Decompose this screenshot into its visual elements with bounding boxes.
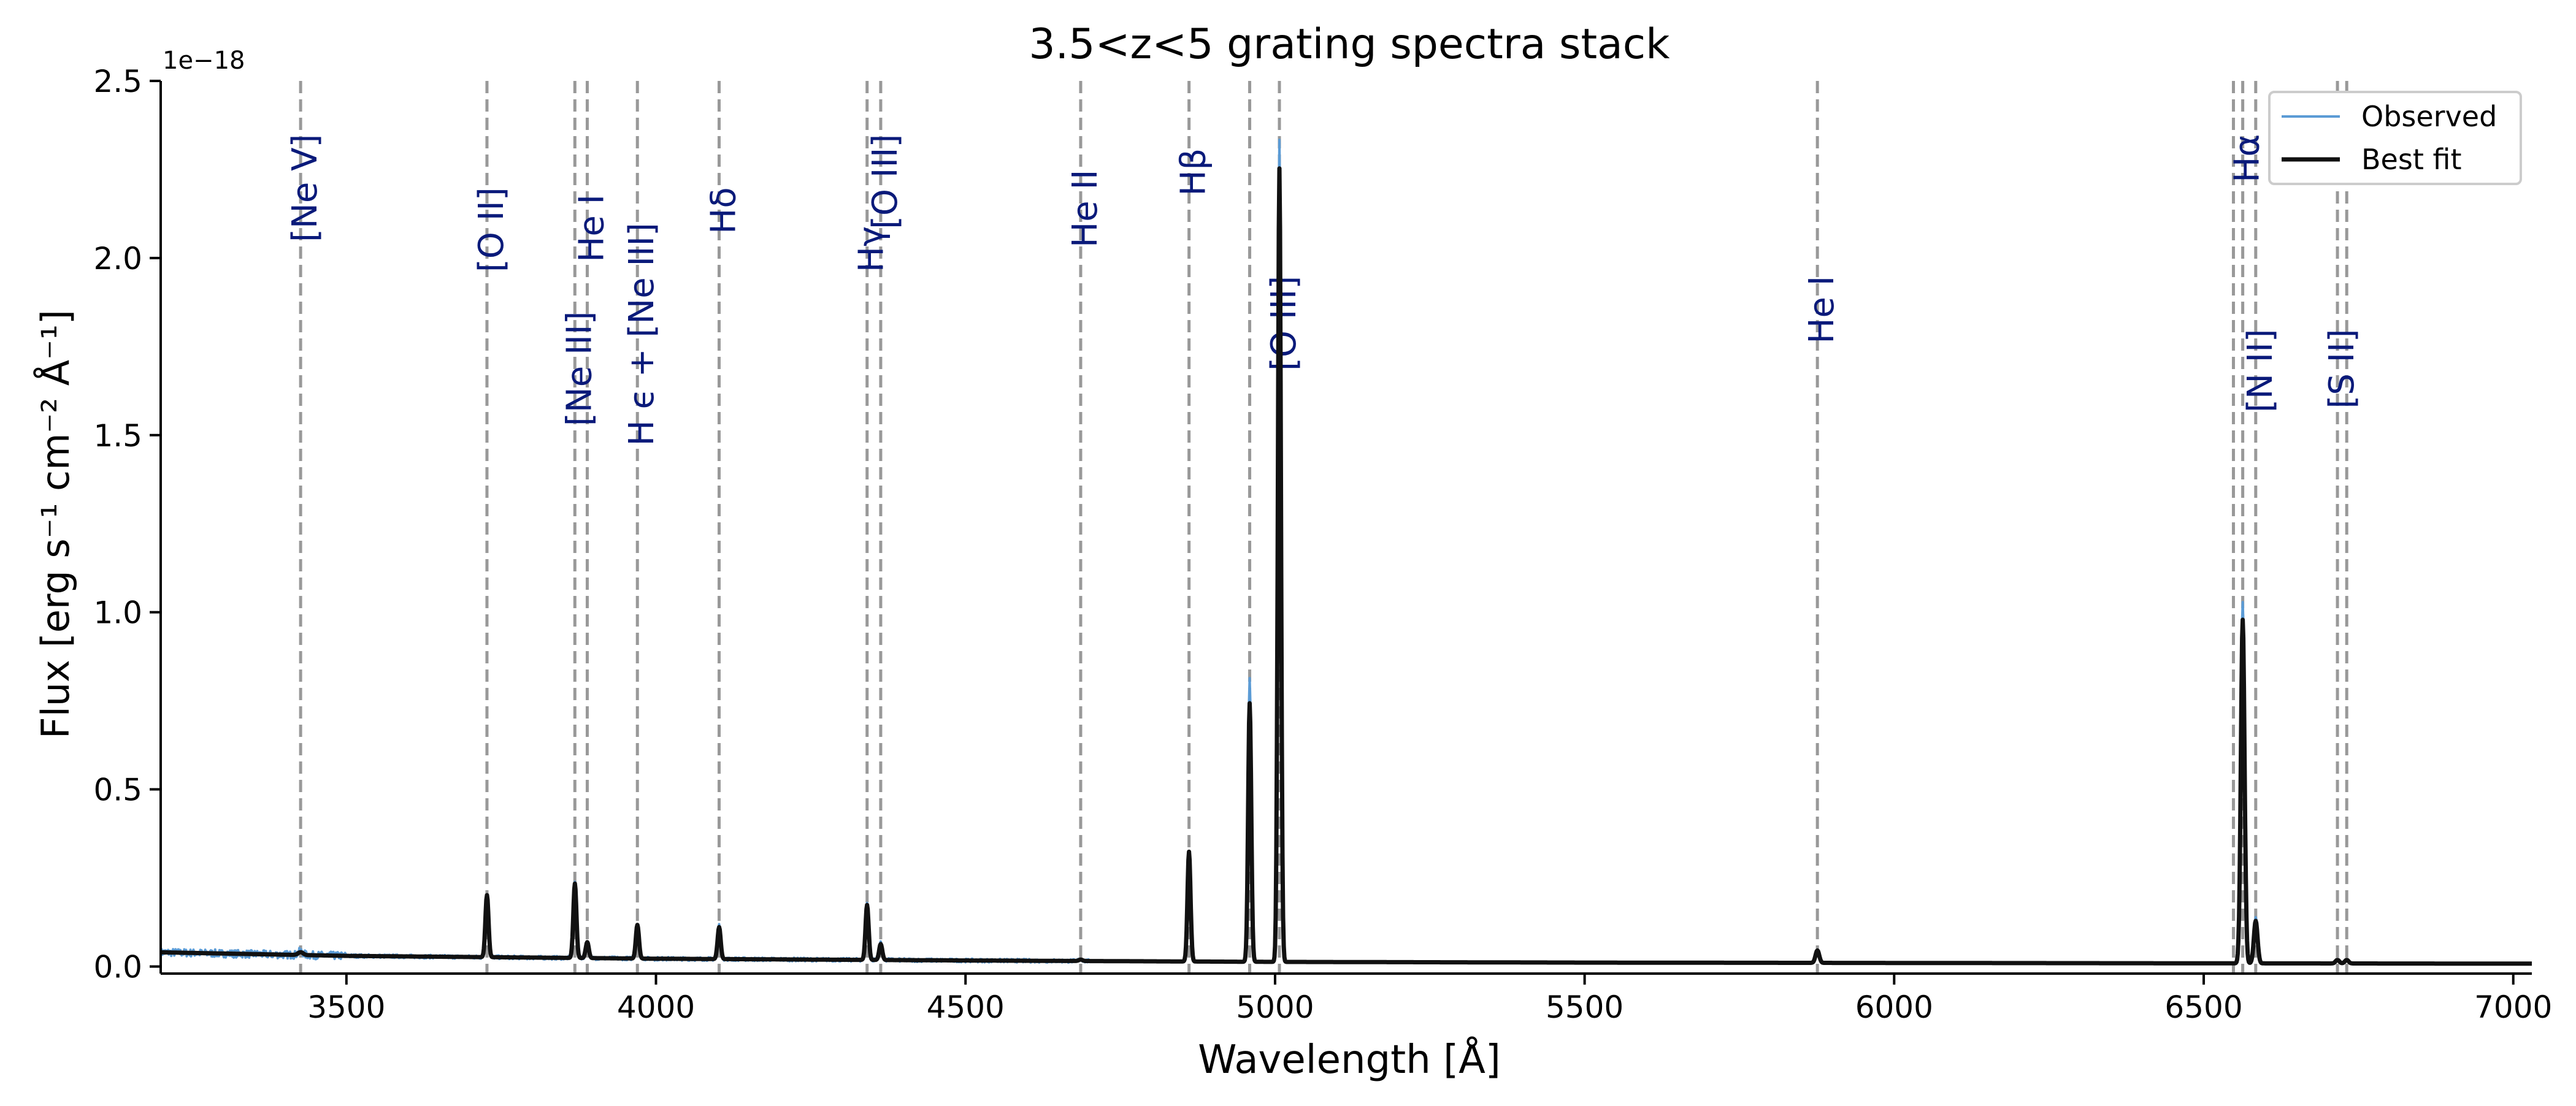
- marker-label: [O II]: [472, 187, 512, 272]
- x-tick-label: 6500: [2164, 990, 2242, 1025]
- y-tick-label: 0.5: [93, 772, 142, 808]
- marker-label: He II: [1065, 169, 1105, 247]
- chart-title: 3.5<z<5 grating spectra stack: [1029, 20, 1670, 69]
- marker-label: [S II]: [2322, 329, 2362, 408]
- x-tick-label: 5000: [1236, 990, 1314, 1025]
- y-tick-label: 0.0: [93, 949, 142, 985]
- series-layer: [159, 139, 2534, 966]
- y-axis-label: Flux [erg s⁻¹ cm⁻² Å⁻¹]: [33, 310, 78, 739]
- marker-label: Hβ: [1174, 148, 1214, 196]
- y-offset-text: 1e−18: [163, 47, 245, 75]
- marker-label: He I: [572, 194, 611, 262]
- marker-label: Hα: [2228, 134, 2267, 183]
- axes-layer: 3500 4000 4500 5000 5500 6000 6500 7000 0.0 0.5 1.…: [93, 64, 2552, 1025]
- series-line-best-fit: [159, 166, 2534, 966]
- x-tick-label: 4000: [617, 990, 695, 1025]
- x-tick-label: 5500: [1546, 990, 1623, 1025]
- x-tick-label: 6000: [1855, 990, 1933, 1025]
- marker-label: H ϵ + [Ne III]: [622, 223, 662, 446]
- marker-label: [N II]: [2241, 329, 2280, 412]
- x-tick-label: 3500: [307, 990, 385, 1025]
- legend-label-best-fit: Best fit: [2361, 143, 2462, 176]
- marker-label: Hγ: [852, 226, 892, 272]
- line-marker-layer: [Ne V] [O II] [Ne III] He I H ϵ + [Ne III] Hδ…: [285, 81, 2362, 974]
- marker-label: [Ne V]: [285, 134, 325, 242]
- series-line-observed: [159, 139, 2532, 966]
- y-tick-label: 1.0: [93, 595, 142, 631]
- x-axis-label: Wavelength [Å]: [1198, 1036, 1501, 1083]
- x-tick-label: 4500: [927, 990, 1005, 1025]
- x-tick-label: 7000: [2474, 990, 2552, 1025]
- marker-label: [O III]: [865, 134, 905, 229]
- marker-label: Hδ: [703, 187, 743, 234]
- y-tick-label: 1.5: [93, 418, 142, 454]
- legend-label-observed: Observed: [2361, 100, 2497, 133]
- marker-label: [Ne III]: [559, 311, 599, 426]
- y-tick-label: 2.0: [93, 241, 142, 276]
- legend: Observed Best fit: [2268, 91, 2522, 185]
- y-tick-label: 2.5: [93, 64, 142, 99]
- marker-label: He I: [1802, 276, 1842, 344]
- marker-label: [O III]: [1264, 276, 1304, 371]
